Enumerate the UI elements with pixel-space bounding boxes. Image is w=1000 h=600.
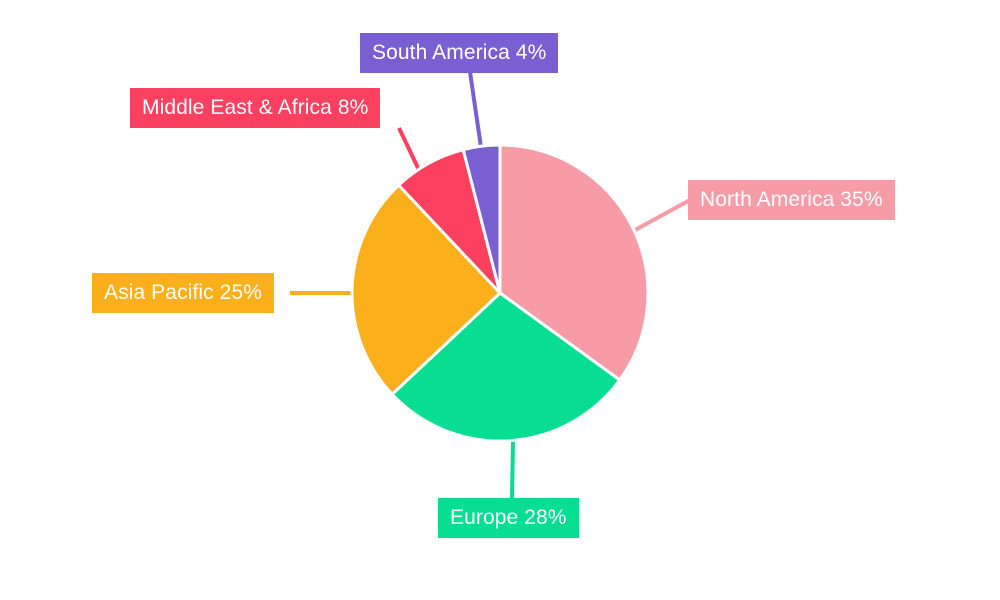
pie-slice-asia-pacific[interactable] bbox=[350, 183, 502, 396]
leader-line-north-america bbox=[634, 198, 691, 232]
slice-label-europe[interactable]: Europe 28% bbox=[438, 498, 579, 538]
pie-slice-south-america[interactable] bbox=[461, 143, 502, 295]
slice-label-asia-pacific[interactable]: Asia Pacific 25% bbox=[92, 273, 275, 313]
slice-label-north-america[interactable]: North America 35% bbox=[688, 180, 895, 220]
leader-line-south-america bbox=[468, 71, 484, 155]
pie-slice-europe[interactable] bbox=[390, 291, 622, 443]
pie-wedge-group bbox=[350, 143, 650, 443]
leader-line-europe bbox=[510, 440, 515, 499]
slice-label-middle-east-africa[interactable]: Middle East & Africa 8% bbox=[130, 88, 381, 128]
pie-slice-north-america[interactable] bbox=[498, 143, 650, 382]
slice-label-south-america[interactable]: South America 4% bbox=[360, 33, 559, 73]
